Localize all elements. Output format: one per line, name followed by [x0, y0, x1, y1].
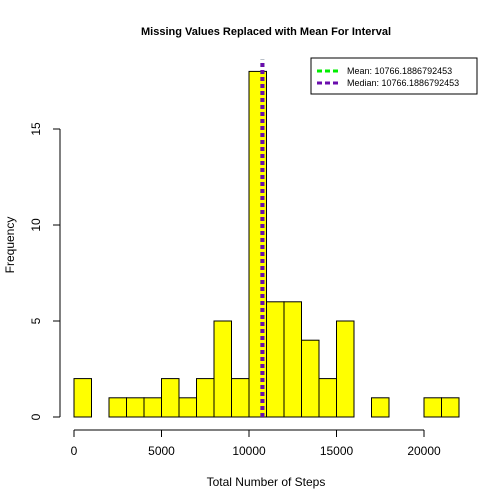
histogram-bar [196, 378, 215, 418]
x-tick-label: 10000 [232, 444, 266, 458]
histogram-bar [213, 320, 232, 418]
histogram-bar [266, 301, 285, 418]
histogram-bar [423, 397, 442, 418]
x-tick-label: 20000 [407, 444, 441, 458]
y-tick-label: 15 [29, 122, 43, 136]
histogram-bar [318, 378, 337, 418]
histogram-bar [73, 378, 92, 418]
histogram-bar [143, 397, 162, 418]
histogram-bar [283, 301, 302, 418]
x-tick-label: 5000 [148, 444, 175, 458]
y-tick-label: 10 [29, 218, 43, 232]
chart-title: Missing Values Replaced with Mean For In… [141, 26, 391, 38]
legend-box [310, 57, 478, 95]
histogram-bar [336, 320, 355, 418]
y-axis: 0 5 10 15 [29, 122, 61, 420]
histogram-bar [161, 378, 180, 418]
legend: Mean: 10766.1886792453 Median: 10766.1886… [310, 57, 478, 95]
bars-group [73, 70, 460, 418]
y-tick-label: 5 [29, 317, 43, 324]
x-axis: 0 5000 10000 15000 20000 [71, 429, 441, 458]
y-tick-label: 0 [29, 413, 43, 420]
legend-label: Median: 10766.1886792453 [347, 78, 459, 88]
x-tick-label: 15000 [320, 444, 354, 458]
histogram-bar [441, 397, 460, 418]
histogram-bar [371, 397, 390, 418]
y-axis-title: Frequency [3, 217, 17, 274]
histogram-bar [178, 397, 197, 418]
x-axis-title: Total Number of Steps [207, 475, 326, 489]
histogram-bar [231, 378, 250, 418]
histogram-bar [301, 339, 320, 418]
legend-label: Mean: 10766.1886792453 [347, 66, 452, 76]
histogram-bar [108, 397, 127, 418]
x-tick-label: 0 [71, 444, 78, 458]
histogram-bar [126, 397, 145, 418]
